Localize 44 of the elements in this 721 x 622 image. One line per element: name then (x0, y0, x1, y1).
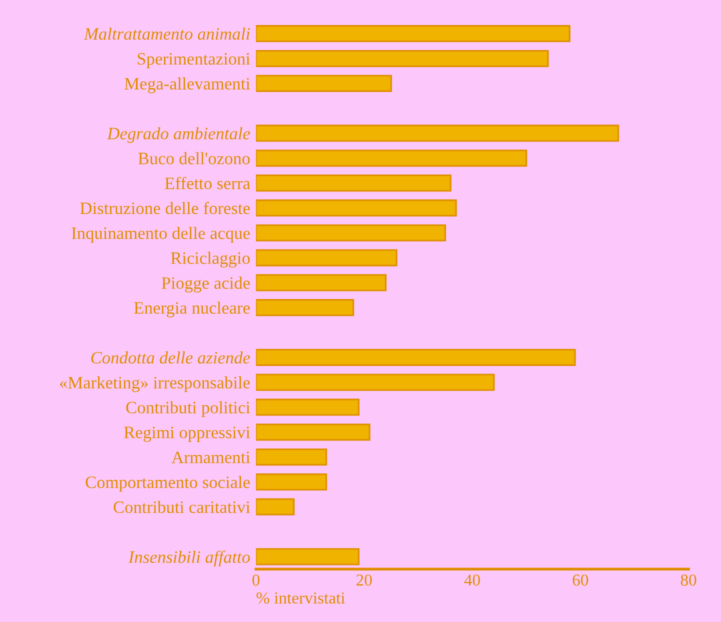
y-tick-label: Distruzione delle foreste (80, 202, 250, 214)
bar (256, 473, 328, 491)
bar (256, 124, 620, 142)
x-tick-label: 20 (356, 574, 372, 586)
y-tick-label: Sperimentazioni (138, 53, 250, 68)
bar (256, 299, 354, 316)
bar (256, 448, 328, 466)
y-tick-label: Insensibili affatto (128, 550, 250, 566)
bar (256, 199, 457, 217)
x-tick-label: 0 (252, 574, 260, 586)
y-tick-label: Piogge acide (162, 276, 250, 292)
y-tick-label: Contributi politici (126, 401, 250, 417)
bar (256, 398, 360, 416)
bar (256, 249, 398, 266)
bar (256, 374, 495, 391)
y-tick-label: «Marketing» irresponsabile (60, 376, 250, 392)
y-tick-label: Inquinamento delle acque (72, 226, 250, 243)
bar (256, 348, 576, 366)
y-tick-label: Contributi caritativi (114, 500, 250, 514)
x-tick-label: 60 (572, 574, 588, 586)
bar (256, 548, 360, 566)
y-tick-label: Armamenti (172, 452, 250, 464)
y-tick-label: Buco dell'ozono (138, 152, 250, 164)
bar (256, 74, 392, 92)
bar (256, 498, 295, 516)
y-tick-label: Regimi oppressivi (124, 426, 250, 442)
x-tick-label: 40 (464, 574, 480, 586)
y-tick-label: Maltrattamento animali (84, 28, 250, 40)
bar (256, 424, 370, 441)
bar (256, 174, 452, 192)
y-tick-label: Effetto serra (164, 176, 250, 190)
y-tick-label: Riciclaggio (170, 252, 250, 268)
y-tick-label: Condotta delle aziende (91, 351, 250, 364)
bar (256, 25, 570, 42)
bar (256, 274, 387, 292)
bar (256, 50, 549, 68)
bar (256, 150, 528, 167)
x-axis-title: % intervistati (256, 592, 345, 604)
y-tick-label: Degrado ambientale (106, 127, 250, 143)
y-tick-label: Energia nucleare (134, 302, 250, 318)
bar (256, 224, 446, 242)
x-tick-label: 80 (680, 574, 696, 586)
y-tick-label: Comportamento sociale (86, 476, 250, 492)
y-tick-label: Mega-allevamenti (124, 77, 250, 94)
